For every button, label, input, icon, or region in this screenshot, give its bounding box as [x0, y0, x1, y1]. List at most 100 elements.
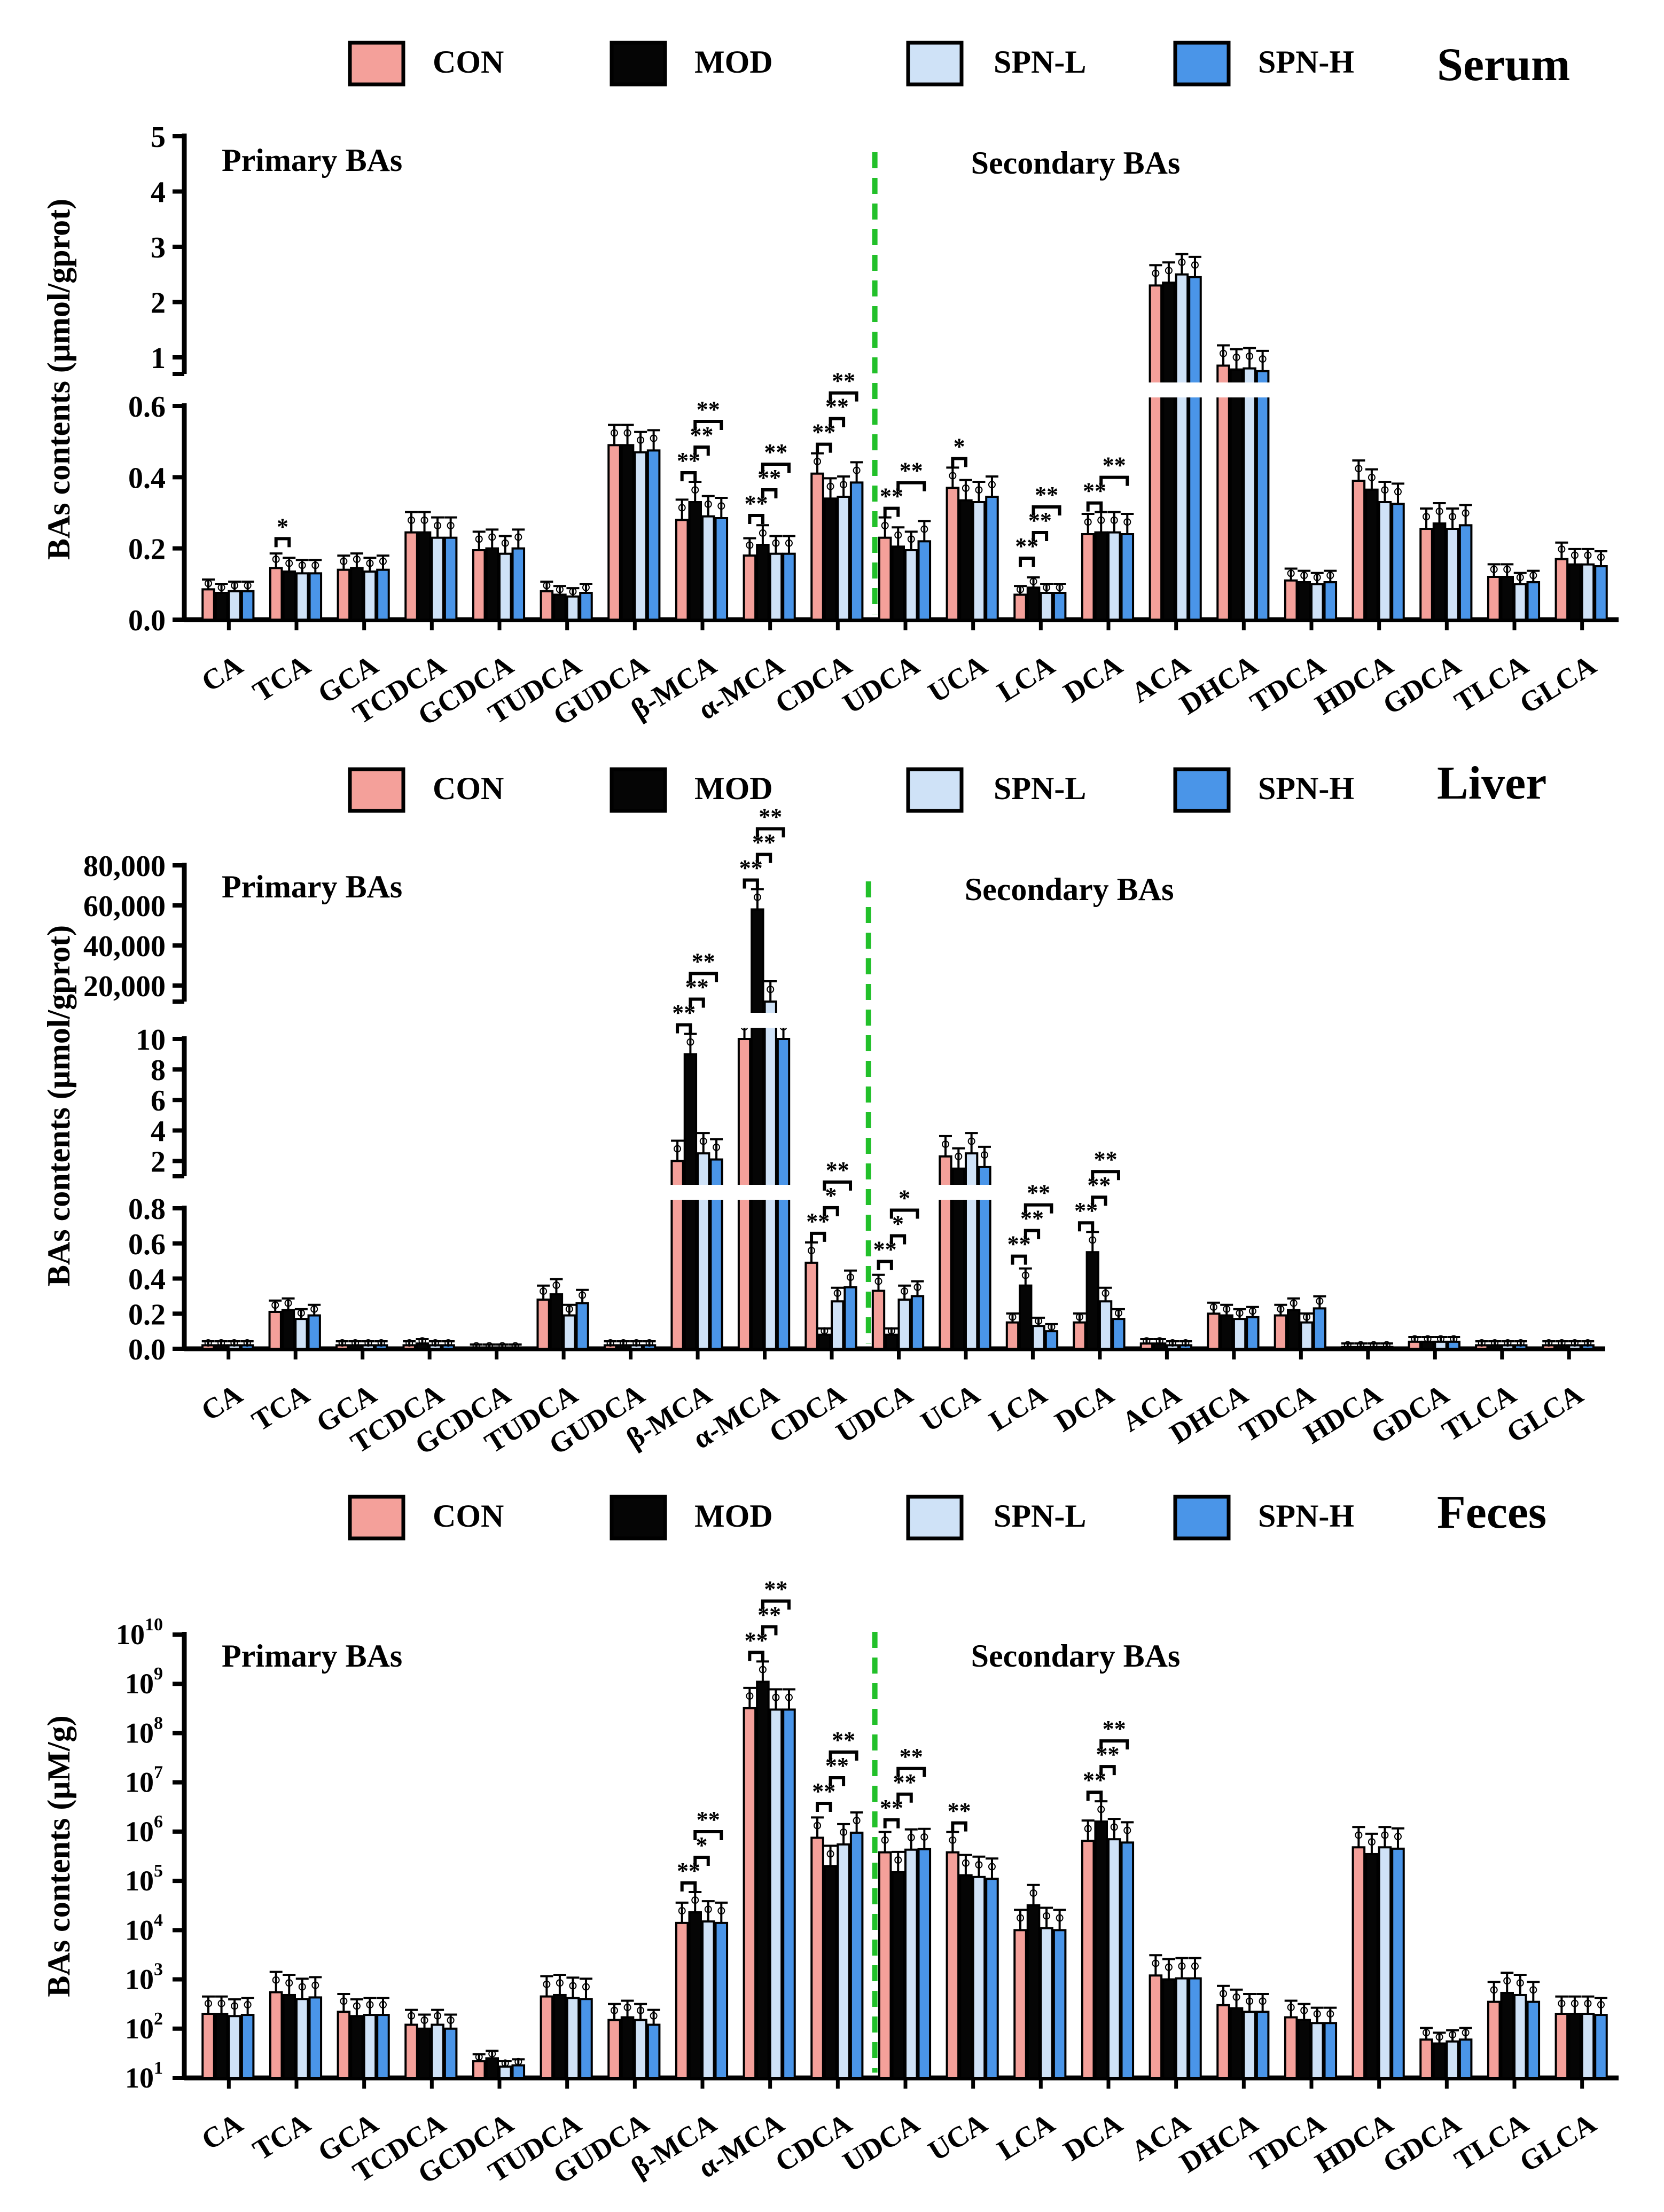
feces-legend-swatch-spn-h: [1173, 1495, 1231, 1541]
feces-bar-spn-l-cdca: [837, 1843, 850, 2080]
feces-bar-con-gudca: [607, 2019, 621, 2080]
serum-bar-spn-h-beta-mca: [714, 517, 729, 621]
feces-significance-mark: **: [1096, 1741, 1120, 1768]
serum-y-tick-label: 0.4: [128, 462, 166, 495]
serum-bar-spn-l-gdca: [1446, 528, 1459, 621]
feces-data-point: [704, 1905, 712, 1913]
serum-bar-spn-h-gdca: [1458, 524, 1473, 621]
liver-data-point: [967, 1137, 975, 1145]
feces-bar-spn-l-gdca: [1446, 2040, 1459, 2080]
feces-significance-mark: **: [893, 1769, 917, 1795]
serum-significance-mark: **: [690, 422, 714, 448]
serum-bar-spn-l-aca: [1175, 273, 1189, 621]
feces-bar-spn-l-dca: [1107, 1838, 1121, 2080]
serum-data-point: [1152, 269, 1160, 277]
feces-significance-bracket: [693, 1855, 710, 1866]
serum-data-point: [1423, 513, 1431, 521]
serum-data-point: [785, 539, 793, 547]
feces-bar-con-ca: [201, 2013, 215, 2079]
liver-y-tick-label: 10: [136, 1023, 166, 1057]
feces-bar-spn-h-beta-mca: [714, 1921, 729, 2080]
liver-data-point: [1223, 1305, 1231, 1313]
liver-significance-mark: **: [759, 804, 782, 830]
serum-significance-bracket: [680, 471, 697, 481]
serum-bar-spn-h-alpha-mca: [782, 552, 796, 621]
feces-data-point: [1423, 2029, 1431, 2037]
liver-data-point: [498, 1342, 506, 1350]
feces-bar-spn-h-aca: [1188, 1977, 1202, 2079]
liver-legend-label-mod: MOD: [694, 771, 773, 806]
feces-bar-mod-beta-mca: [688, 1911, 702, 2079]
feces-significance-mark: **: [1103, 1716, 1126, 1742]
liver-data-point: [1436, 1335, 1444, 1343]
serum-data-point: [434, 521, 442, 529]
liver-y-tick-label: 20,000: [83, 970, 166, 1003]
serum-bar-spn-h-hdca: [1391, 503, 1405, 621]
serum-bar-spn-l-lca: [1040, 592, 1053, 621]
serum-significance-mark: **: [1103, 452, 1126, 479]
liver-axis-break-gap: [168, 1013, 1608, 1028]
serum-data-point: [420, 516, 428, 524]
serum-data-point: [1165, 267, 1173, 275]
liver-significance-mark: **: [1020, 1206, 1044, 1232]
feces-data-point: [1043, 1912, 1051, 1920]
feces-data-point: [746, 1692, 754, 1700]
serum-bar-spn-l-dca: [1107, 531, 1121, 621]
serum-bar-mod-tcdca: [417, 531, 432, 621]
liver-x-tick-label-glca: GLCA: [1501, 1378, 1589, 1449]
serum-x-tick-label-tdca: TDCA: [1245, 648, 1331, 719]
liver-y-tick-label: 80,000: [83, 850, 166, 883]
serum-significance-mark: **: [1015, 533, 1038, 559]
feces-y-tick-label: 107: [125, 1763, 163, 1799]
serum-bar-mod-alpha-mca: [756, 544, 770, 621]
serum-data-point: [623, 429, 631, 437]
feces-bar-mod-ca: [214, 2013, 229, 2079]
serum-bar-spn-h-gudca: [646, 449, 661, 621]
liver-x-tick-label-ca: CA: [196, 1378, 248, 1427]
liver-y-tick-label: 60,000: [83, 890, 166, 923]
serum-data-point: [311, 561, 319, 569]
serum-bar-mod-lca: [1026, 587, 1041, 621]
serum-bar-spn-l-uca: [972, 501, 986, 621]
feces-significance-mark: **: [825, 1753, 849, 1779]
liver-data-point: [1491, 1339, 1499, 1347]
feces-data-point: [1584, 1999, 1592, 2007]
serum-significance-mark: **: [697, 396, 720, 423]
feces-bar-mod-tlca: [1500, 1991, 1514, 2079]
feces-bar-spn-l-udca: [904, 1848, 918, 2079]
liver-bar-spn-l-uca: [964, 1152, 979, 1350]
serum-bar-spn-l-gcdca: [498, 552, 512, 621]
feces-significance-mark: **: [745, 1627, 768, 1653]
serum-bar-spn-l-cdca: [837, 496, 850, 621]
feces-bar-spn-h-cdca: [849, 1831, 864, 2080]
feces-data-point: [514, 2058, 522, 2066]
serum-data-point: [244, 582, 252, 590]
feces-bar-spn-h-uca: [985, 1878, 999, 2079]
liver-data-point: [204, 1339, 212, 1347]
liver-data-point: [1584, 1339, 1592, 1347]
serum-bar-spn-l-gudca: [634, 451, 647, 621]
feces-significance-mark: **: [900, 1744, 923, 1770]
liver-bar-spn-h-cdca: [843, 1286, 857, 1350]
serum-data-point: [678, 504, 686, 512]
serum-data-point: [1056, 583, 1064, 591]
serum-bar-con-tlca: [1487, 576, 1501, 621]
serum-bar-mod-tlca: [1500, 576, 1514, 621]
liver-primary-label: Primary BAs: [222, 869, 402, 904]
serum-data-point: [826, 482, 834, 490]
serum-secondary-label: Secondary BAs: [971, 145, 1181, 181]
liver-data-point: [887, 1327, 895, 1335]
liver-x-tick-label-tca: TCA: [246, 1378, 315, 1437]
liver-significance-bracket: [1011, 1254, 1027, 1265]
liver-data-point: [1382, 1341, 1390, 1349]
serum-significance-bracket: [693, 420, 723, 430]
serum-bar-mod-gudca: [620, 444, 635, 621]
feces-bar-con-alpha-mca: [743, 1707, 757, 2079]
serum-data-point: [285, 559, 293, 567]
serum-bar-mod-tdca: [1297, 581, 1311, 621]
feces-bar-spn-h-gdca: [1458, 2038, 1473, 2079]
serum-data-point: [650, 434, 658, 442]
serum-legend-swatch-spn-h: [1173, 41, 1231, 87]
feces-significance-mark: **: [832, 1727, 855, 1753]
feces-bar-mod-uca: [959, 1874, 973, 2080]
